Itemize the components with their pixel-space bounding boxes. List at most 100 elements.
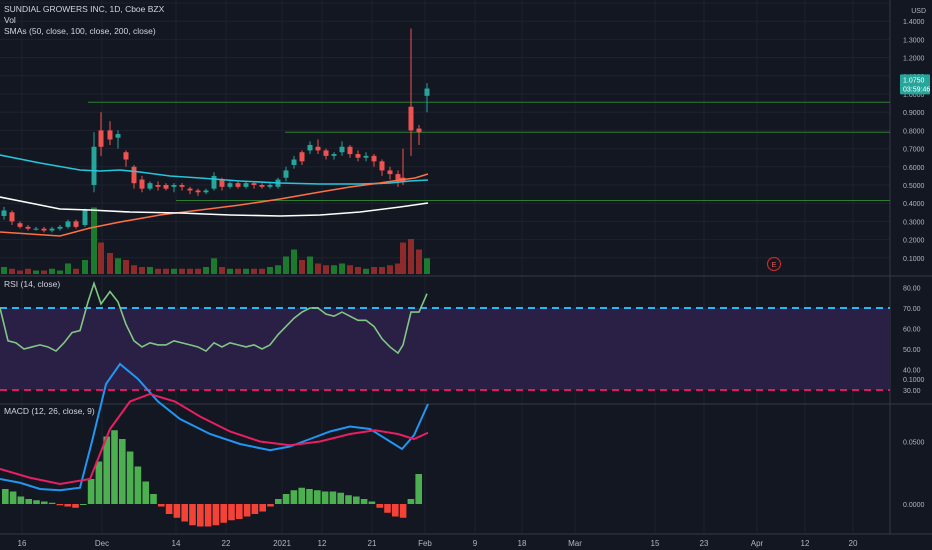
volume-bar <box>91 207 97 274</box>
countdown-value: 03:59:46 <box>903 86 930 93</box>
candle-body <box>251 183 257 185</box>
last-price-value: 1.0750 <box>903 77 925 84</box>
volume-bar <box>307 256 313 274</box>
volume-bar <box>123 260 129 274</box>
volume-bar <box>219 267 225 274</box>
time-axis[interactable]: 16 Dec 14 22 2021 12 21 Feb 9 18 Mar 15 23 Apr 12 20 <box>18 539 858 548</box>
macd-histogram-bar <box>407 499 415 504</box>
volume-bar <box>339 263 345 274</box>
candle-body <box>299 152 305 162</box>
candle-body <box>416 128 422 133</box>
volume-bar <box>98 242 104 274</box>
price-tick: 0.3000 <box>903 219 925 226</box>
volume-bar <box>147 267 153 274</box>
price-tick: 0.6000 <box>903 165 925 172</box>
rsi-tick: 40.00 <box>903 368 921 375</box>
time-label: 9 <box>473 539 478 548</box>
volume-bar <box>291 249 297 274</box>
macd-histogram-bar <box>173 504 181 518</box>
volume-bar <box>267 267 273 274</box>
macd-histogram-bar <box>25 499 32 504</box>
volume-bar <box>17 270 23 274</box>
horizontal-lines[interactable] <box>88 101 890 201</box>
candle-body <box>243 183 249 187</box>
price-tick: 1.2000 <box>903 56 925 63</box>
candle-body <box>307 144 313 151</box>
macd-histogram-bar <box>197 504 204 527</box>
candle-body <box>395 174 401 182</box>
main-legend[interactable]: SUNDIAL GROWERS INC, 1D, Cboe BZX Vol SM… <box>4 4 164 37</box>
macd-histogram-bar <box>142 481 149 504</box>
volume-bar <box>416 249 422 274</box>
earnings-marker-label: E <box>771 260 776 269</box>
macd-histogram-bar <box>321 491 329 504</box>
macd-histogram-bar <box>126 451 134 504</box>
volume-bar <box>195 268 201 274</box>
time-label: Mar <box>568 539 582 548</box>
macd-histogram-bar <box>399 504 407 518</box>
candle-body <box>147 183 153 189</box>
volume-bar <box>155 268 161 274</box>
macd-histogram-bar <box>259 504 266 512</box>
sma-200-line <box>0 196 429 217</box>
price-scales[interactable]: USD1.40001.30001.20001.10001.00000.90000… <box>903 8 926 509</box>
volume-bar <box>163 268 169 274</box>
price-tick: 0.7000 <box>903 147 925 154</box>
macd-histogram-bar <box>56 504 64 506</box>
volume-legend[interactable]: Vol <box>4 15 16 25</box>
macd-histogram-bar <box>189 504 196 526</box>
symbol-title[interactable]: SUNDIAL GROWERS INC, 1D, Cboe BZX <box>4 4 165 14</box>
time-label: 22 <box>222 539 231 548</box>
macd-legend[interactable]: MACD (12, 26, close, 9) <box>4 406 95 416</box>
macd-histogram-bar <box>236 504 243 519</box>
time-label: 12 <box>318 539 327 548</box>
time-label: 21 <box>368 539 377 548</box>
rsi-line <box>0 280 428 355</box>
macd-histogram-bar <box>415 474 422 504</box>
currency-label: USD <box>911 8 926 15</box>
volume-bar <box>65 263 71 274</box>
volume-bar <box>49 268 55 274</box>
macd-histogram-bar <box>103 436 110 504</box>
candle-body <box>179 185 185 187</box>
rsi-legend[interactable]: RSI (14, close) <box>4 279 61 289</box>
price-tick: 0.5000 <box>903 183 925 190</box>
volume-bar <box>275 265 281 274</box>
macd-histogram-bar <box>282 494 290 504</box>
volume-bar <box>73 268 79 274</box>
volume-bar <box>408 239 414 274</box>
candle-body <box>107 130 113 140</box>
macd-histogram-bar <box>251 504 259 514</box>
macd-histogram-bar <box>212 504 220 526</box>
last-price-badge <box>900 74 930 95</box>
time-label: 20 <box>849 539 858 548</box>
time-label: 12 <box>801 539 810 548</box>
volume-bar <box>33 270 39 274</box>
macd-histogram-bar <box>80 504 87 505</box>
macd-histogram-bar <box>17 496 25 504</box>
sma-100-line <box>0 173 429 237</box>
candle-body <box>91 146 97 185</box>
candle-body <box>65 221 71 227</box>
candle-body <box>82 210 88 226</box>
rsi-tick: 80.00 <box>903 286 921 293</box>
macd-histogram-bar <box>87 479 95 504</box>
volume-bar <box>395 263 401 274</box>
sma-legend[interactable]: SMAs (50, close, 100, close, 200, close) <box>4 26 156 36</box>
macd-histogram-bar <box>337 492 344 504</box>
macd-histogram-bar <box>119 439 126 504</box>
macd-histogram-bar <box>384 504 391 513</box>
macd-histogram-bar <box>376 504 383 508</box>
candle-body <box>9 212 15 222</box>
candle-body <box>115 134 121 138</box>
candle-body <box>315 146 321 151</box>
candle-body <box>371 155 377 162</box>
candle-body <box>235 183 241 187</box>
macd-line <box>0 362 429 492</box>
candle-body <box>171 185 177 187</box>
macd-histogram-bar <box>392 504 399 517</box>
candle-body <box>227 183 233 187</box>
price-tick: 1.3000 <box>903 37 925 44</box>
macd-histogram-bar <box>64 504 71 507</box>
